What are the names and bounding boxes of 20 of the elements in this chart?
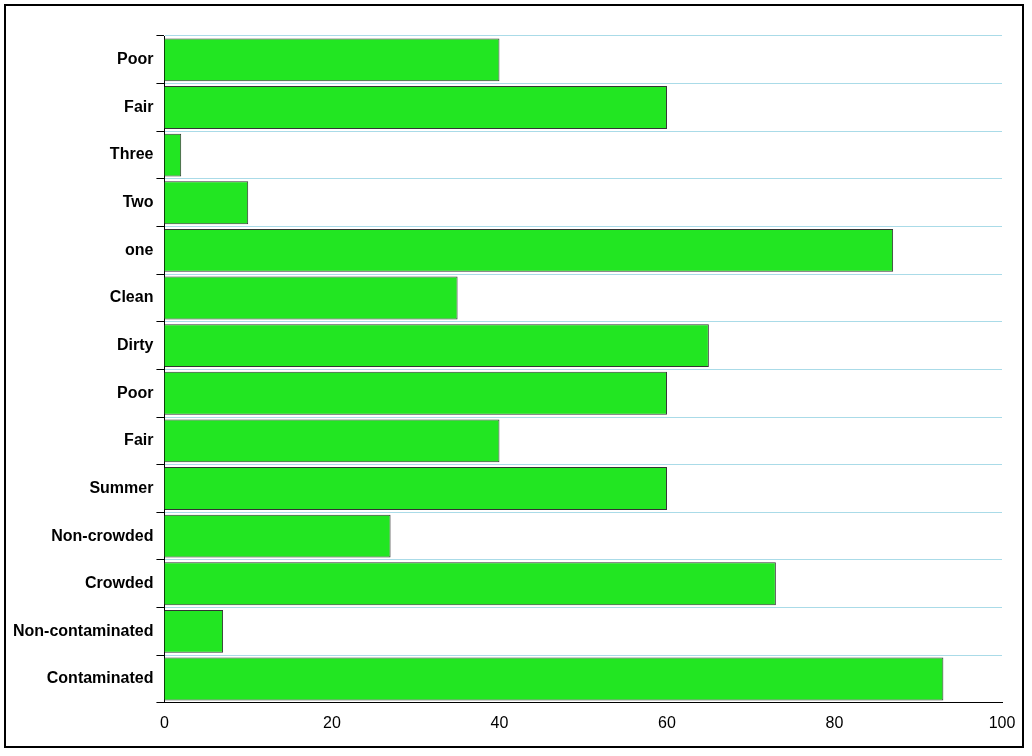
y-tick-label: Clean (109, 288, 154, 306)
x-tick-label: 20 (323, 713, 341, 731)
x-tick-label: 80 (825, 713, 844, 731)
x-tick-label: 40 (490, 713, 509, 731)
y-tick-label: Non-contaminated (12, 621, 154, 639)
x-tick-label: 0 (159, 713, 169, 731)
y-tick-label: Dirty (116, 335, 154, 353)
y-tick-label: Fair (124, 431, 154, 449)
y-tick-label: Crowded (84, 574, 154, 592)
y-tick-label: Poor (116, 50, 154, 68)
x-tick-label: 60 (658, 713, 676, 731)
y-tick-label: Non-crowded (51, 526, 154, 544)
y-tick-label: Summer (89, 478, 154, 496)
y-tick-label: Fair (124, 97, 154, 115)
y-tick-label: Contaminated (46, 669, 154, 687)
y-tick-label: one (124, 240, 154, 258)
y-tick-label: Poor (116, 383, 154, 401)
x-tick-label: 100 (988, 713, 1016, 731)
y-tick-label: Two (122, 193, 154, 211)
y-tick-label: Three (109, 145, 154, 163)
